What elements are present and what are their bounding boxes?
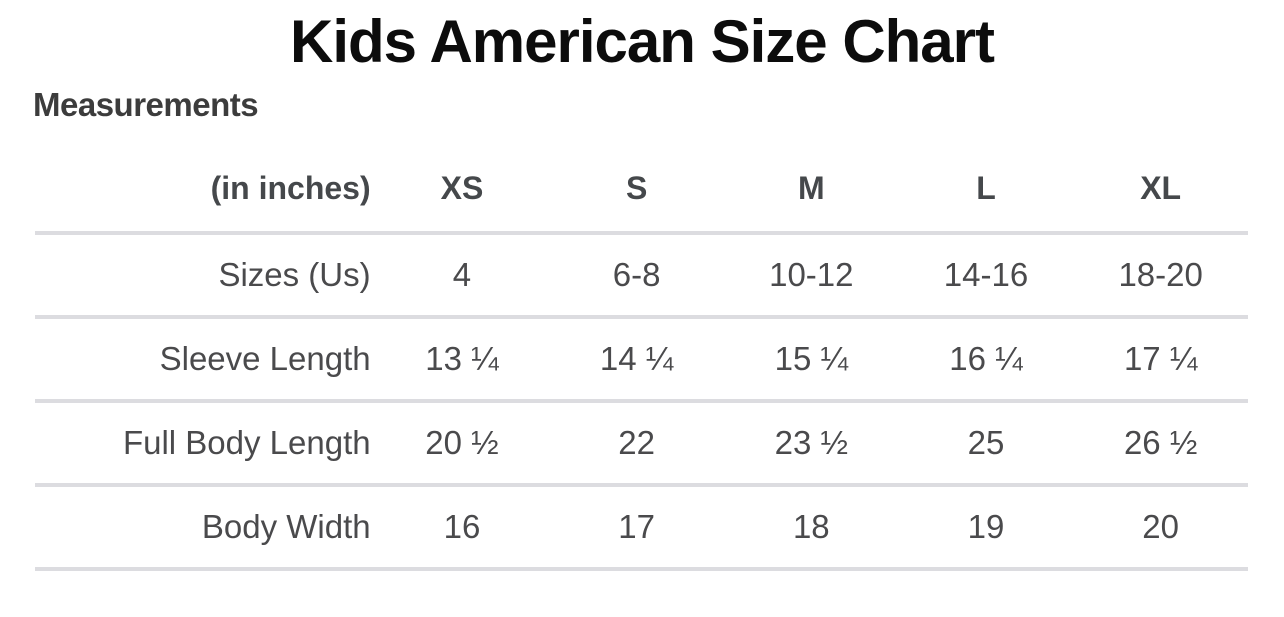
column-header-l: L — [898, 124, 1074, 235]
cell-sleeve-xl: 17 ¼ — [1073, 317, 1248, 403]
row-label-full-body-length: Full Body Length — [35, 401, 375, 487]
table-row-sleeve-length: Sleeve Length 13 ¼ 14 ¼ 15 ¼ 16 ¼ 17 ¼ — [35, 317, 1248, 403]
cell-sleeve-s: 14 ¼ — [549, 317, 724, 403]
cell-bodywidth-s: 17 — [549, 485, 724, 571]
cell-sizes-s: 6-8 — [549, 233, 724, 319]
cell-sizes-m: 10-12 — [723, 233, 899, 319]
cell-sleeve-xs: 13 ¼ — [374, 317, 550, 403]
cell-bodywidth-xl: 20 — [1073, 485, 1248, 571]
row-label-sleeve-length: Sleeve Length — [35, 317, 375, 403]
column-header-unit: (in inches) — [35, 124, 375, 235]
table-row-full-body-length: Full Body Length 20 ½ 22 23 ½ 25 26 ½ — [35, 401, 1248, 487]
cell-fullbody-l: 25 — [898, 401, 1074, 487]
column-header-xs: XS — [374, 124, 550, 235]
size-chart-table: (in inches) XS S M L XL Sizes (Us) 4 6-8… — [35, 124, 1248, 571]
cell-sleeve-l: 16 ¼ — [898, 317, 1074, 403]
cell-sizes-xs: 4 — [374, 233, 550, 319]
cell-bodywidth-l: 19 — [898, 485, 1074, 571]
row-label-body-width: Body Width — [35, 485, 375, 571]
row-label-sizes-us: Sizes (Us) — [35, 233, 375, 319]
column-header-xl: XL — [1073, 124, 1248, 235]
cell-bodywidth-m: 18 — [723, 485, 899, 571]
cell-sleeve-m: 15 ¼ — [723, 317, 899, 403]
table-row-sizes-us: Sizes (Us) 4 6-8 10-12 14-16 18-20 — [35, 233, 1248, 319]
cell-bodywidth-xs: 16 — [374, 485, 550, 571]
cell-sizes-l: 14-16 — [898, 233, 1074, 319]
measurements-heading: Measurements — [33, 86, 259, 123]
page-title: Kids American Size Chart — [290, 8, 995, 75]
cell-fullbody-m: 23 ½ — [723, 401, 899, 487]
column-header-m: M — [723, 124, 899, 235]
cell-fullbody-s: 22 — [549, 401, 724, 487]
size-table-header-row: (in inches) XS S M L XL — [35, 124, 1248, 235]
cell-fullbody-xs: 20 ½ — [374, 401, 550, 487]
table-row-body-width: Body Width 16 17 18 19 20 — [35, 485, 1248, 571]
cell-fullbody-xl: 26 ½ — [1073, 401, 1248, 487]
column-header-s: S — [549, 124, 724, 235]
cell-sizes-xl: 18-20 — [1073, 233, 1248, 319]
